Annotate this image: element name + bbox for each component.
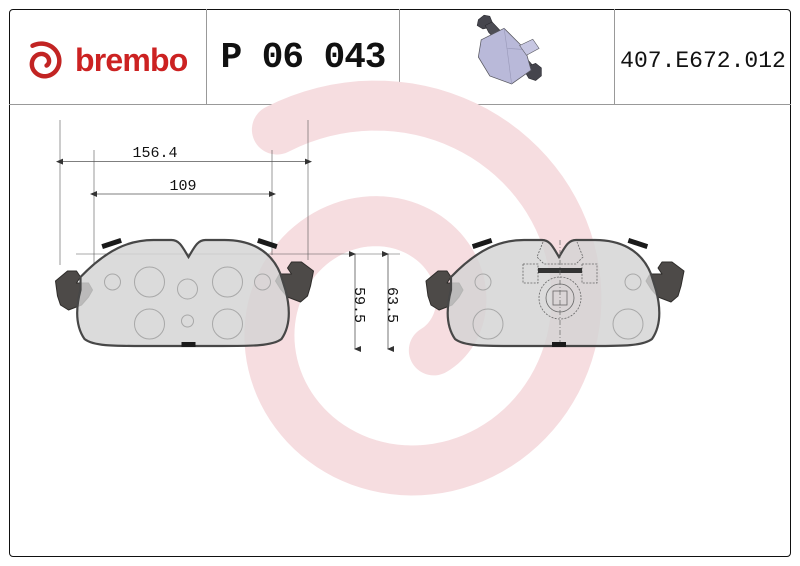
svg-text:109: 109	[169, 178, 196, 195]
svg-text:59.5: 59.5	[350, 287, 367, 323]
svg-text:63.5: 63.5	[383, 287, 400, 323]
svg-text:156.4: 156.4	[132, 145, 177, 162]
